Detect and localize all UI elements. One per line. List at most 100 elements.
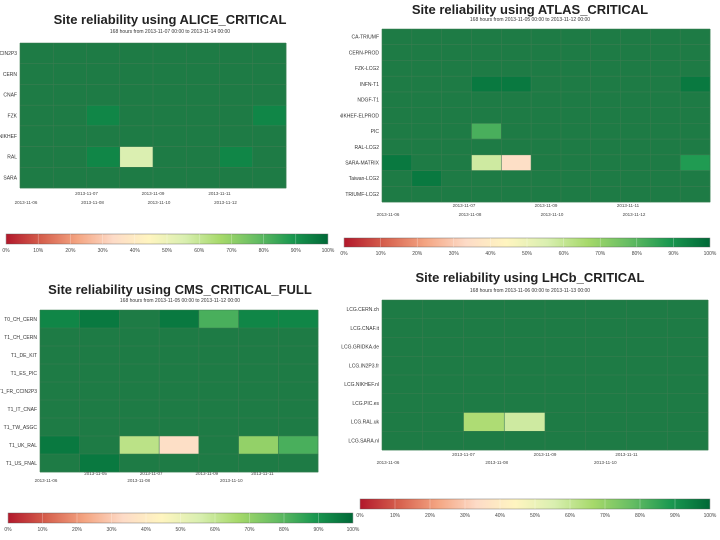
heatmap-cell [278,418,319,437]
heatmap-cell [20,146,54,168]
heatmap-cell [198,418,239,437]
row-label: RAL [7,155,17,161]
heatmap-alice: CCIN2P3 CERN CNAF FZK NIKHEF RAL SARA 2013-11-0… [0,42,287,205]
heatmap-cell [186,167,220,189]
heatmap-cell [153,84,187,106]
chart-subtitle: 168 hours from 2013-11-06 00:00 to 2013-… [469,288,591,294]
legend-tick-label: 80% [279,527,290,533]
row-label: FZK [8,113,18,119]
legend-tick-label: 10% [376,251,387,257]
heatmap-cell [620,170,651,187]
heatmap-cell [119,436,160,455]
heatmap-cell [119,63,154,85]
heatmap-cell [411,139,442,156]
heatmap-cell [411,170,442,187]
heatmap-cell [620,123,651,140]
heatmap-cell [463,337,505,357]
heatmap-cell [585,356,627,376]
heatmap-cell [650,76,681,93]
heatmap-cell [119,84,154,106]
heatmap-cell [119,146,154,168]
heatmap-cell [382,393,424,413]
row-label: T1_UK_RAL [9,443,37,449]
legend-tick-label: 30% [98,248,109,254]
heatmap-cell [238,436,279,455]
heatmap-cell [504,356,546,376]
heatmap-cell [382,123,413,140]
heatmap-cell [86,105,121,127]
chart-subtitle: 168 hours from 2013-11-05 00:00 to 2013-… [469,17,591,23]
heatmap-cell [411,60,442,77]
heatmap-cell [501,123,532,140]
heatmap-cell [252,146,287,168]
heatmap-cell [620,29,651,46]
heatmap-cell [252,167,287,189]
heatmap-cell [626,375,668,395]
heatmap-cell [626,318,668,338]
heatmap-cell [471,139,502,156]
heatmap-cell [238,364,279,383]
heatmap-cell [186,43,220,65]
heatmap-cell [53,105,87,127]
legend-tick-label: 20% [425,513,436,519]
heatmap-cell [119,400,160,419]
heatmap-cell [680,91,711,108]
heatmap-cell [667,356,709,376]
heatmap-cell [650,123,681,140]
heatmap-cell [238,328,279,347]
chart-title: Site reliability using ATLAS_CRITICAL [411,2,649,17]
row-label: T1_IT_CNAF [8,407,37,413]
x-tick-label: 2013-11-10 [541,212,564,217]
heatmap-cell [79,382,120,401]
heatmap-cell [86,84,121,106]
heatmap-cell [531,76,562,93]
row-label: CERN [3,72,18,78]
panel-lhcb: Site reliability using LHCb_CRITICAL 168… [340,270,720,540]
heatmap-cell [219,43,254,65]
heatmap-cell [411,154,442,171]
x-tick-label: 2013-11-09 [535,203,558,208]
heatmap-cell [441,76,472,93]
heatmap-cell [86,167,121,189]
heatmap-cell [382,170,413,187]
heatmap-cell [667,393,709,413]
heatmap-cell [545,375,587,395]
row-label: FZK-LCG2 [355,66,379,72]
legend-tick-label: 60% [210,527,221,533]
heatmap-cell [382,412,424,432]
heatmap-cell [620,91,651,108]
row-label: T0_CH_CERN [4,317,37,323]
heatmap-cell [159,328,200,347]
heatmap-cell [504,375,546,395]
heatmap-cell [667,412,709,432]
legend-tick-label: 100% [347,527,360,533]
heatmap-cell [40,364,81,383]
row-label: INFN-T1 [360,82,379,88]
row-label: PIC [371,129,380,135]
heatmap-cell [545,318,587,338]
x-tick-label: 2013-11-10 [148,200,171,205]
heatmap-cell [620,76,651,93]
legend-tick-label: 80% [632,251,643,257]
heatmap-cell [186,84,220,106]
heatmap-cell [219,84,254,106]
heatmap-cell [560,170,592,187]
heatmap-lhcb: LCG.CERN.ch LCG.CNAF.it LCG.GRIDKA.de LCG.I… [341,299,709,465]
heatmap-cell [471,60,502,77]
heatmap-cell [585,431,627,451]
heatmap-cell [501,60,532,77]
heatmap-cell [680,139,711,156]
heatmap-cell [86,43,121,65]
heatmap-cell [626,300,668,320]
heatmap-cell [626,431,668,451]
panel-atlas: Site reliability using ATLAS_CRITICAL 16… [340,0,720,270]
heatmap-cell [382,91,413,108]
heatmap-cell [278,346,319,365]
heatmap-cell [680,186,711,203]
heatmap-cell [531,44,562,61]
heatmap-cell [531,123,562,140]
heatmap-cell [590,60,621,77]
heatmap-cell [422,318,464,338]
heatmap-cell [219,125,254,147]
legend-tick-label: 30% [106,527,117,533]
